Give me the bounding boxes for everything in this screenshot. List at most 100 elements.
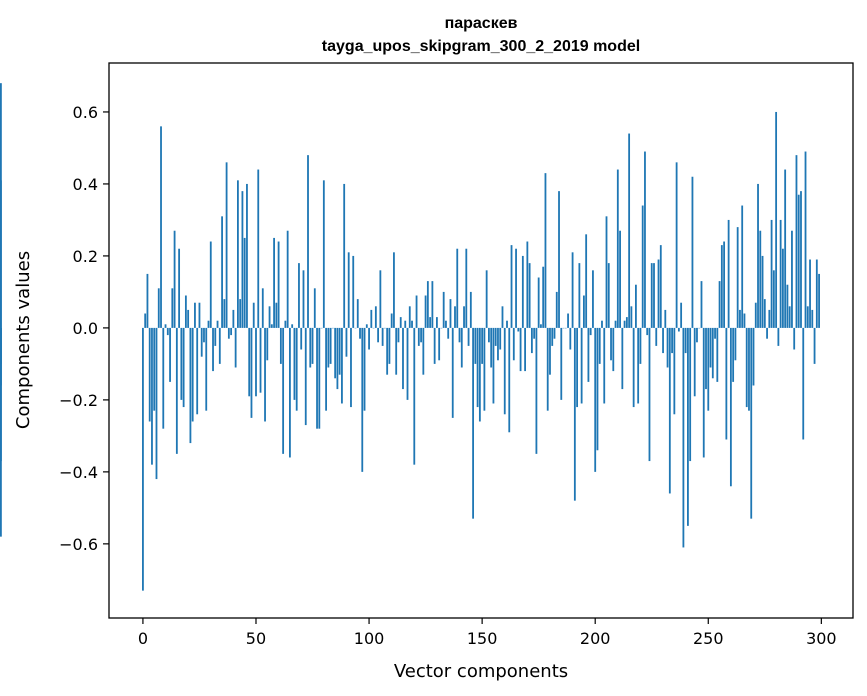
bar	[499, 327, 502, 350]
bar	[788, 306, 791, 328]
bar	[657, 259, 660, 328]
bar	[264, 327, 266, 422]
bar	[743, 313, 746, 328]
bar	[268, 306, 271, 328]
bar	[336, 327, 339, 390]
bar	[784, 169, 787, 328]
bar	[702, 327, 705, 458]
bar	[770, 219, 773, 328]
bar	[250, 327, 253, 418]
bar	[616, 169, 619, 328]
chart-subtitle: tayga_upos_skipgram_300_2_2019 model	[322, 38, 640, 55]
bar	[465, 248, 468, 328]
bar	[510, 245, 513, 328]
bar	[338, 327, 341, 375]
bar	[515, 248, 517, 328]
bar	[696, 327, 698, 343]
bar	[451, 327, 454, 418]
bar	[517, 327, 520, 332]
bar	[309, 327, 312, 368]
bar	[0, 327, 2, 462]
bar	[519, 327, 522, 372]
bar	[813, 327, 816, 364]
bar	[589, 327, 592, 336]
bar	[313, 288, 316, 328]
bar	[180, 327, 183, 400]
bar	[741, 205, 744, 328]
y-tick-label: −0.6	[59, 535, 98, 554]
x-axis-ticks: 0 50 100 150 200 250 300	[138, 618, 837, 648]
bar	[390, 313, 393, 328]
bar	[295, 327, 298, 411]
bar	[501, 306, 504, 328]
bar	[540, 324, 542, 328]
bar	[610, 327, 612, 361]
bar	[700, 281, 703, 328]
bar	[341, 327, 343, 404]
bar	[533, 327, 536, 339]
bar	[426, 281, 429, 328]
bar	[775, 111, 778, 328]
bar	[212, 327, 214, 372]
bar	[791, 230, 793, 328]
bar	[736, 227, 739, 328]
bar	[806, 306, 809, 328]
bar	[483, 327, 486, 411]
bar	[815, 259, 818, 328]
bar	[469, 291, 472, 328]
bar	[668, 327, 671, 494]
bar	[551, 327, 554, 346]
y-tick-label: 0.0	[73, 319, 98, 338]
y-tick-label: 0.2	[73, 247, 98, 266]
bar	[218, 327, 221, 364]
bar	[395, 327, 398, 375]
bar	[492, 327, 495, 404]
bar	[234, 327, 237, 368]
bar	[682, 327, 685, 548]
bar	[580, 327, 583, 404]
bar	[200, 327, 203, 357]
bar	[560, 327, 563, 400]
bar	[802, 327, 805, 440]
bar	[555, 291, 558, 328]
bar	[745, 327, 748, 408]
bar	[311, 327, 314, 364]
y-tick-label: 0.4	[73, 175, 98, 194]
bar	[424, 295, 427, 328]
bar	[169, 327, 171, 382]
bar	[166, 327, 169, 336]
bar	[752, 327, 755, 386]
bar	[553, 327, 556, 339]
bar	[506, 320, 508, 328]
bar	[720, 245, 723, 328]
bar	[304, 327, 307, 426]
bar	[729, 327, 732, 487]
bar	[818, 273, 820, 328]
bar	[619, 230, 621, 328]
bar	[173, 230, 176, 328]
bar	[361, 327, 364, 472]
bar	[596, 327, 599, 451]
bar	[601, 320, 603, 328]
bar	[144, 313, 147, 328]
y-tick-label: 0.6	[73, 103, 98, 122]
bar	[612, 327, 615, 372]
bar	[549, 327, 551, 375]
bar	[266, 327, 269, 361]
bar	[628, 133, 631, 328]
bar	[237, 180, 239, 328]
bar	[230, 327, 233, 336]
bar	[623, 320, 626, 328]
bar	[406, 327, 409, 400]
bar	[530, 327, 533, 354]
bar	[429, 317, 432, 328]
bar	[763, 299, 766, 328]
bar	[795, 155, 798, 328]
bar	[160, 126, 162, 328]
bar	[734, 327, 737, 361]
bar	[714, 327, 716, 339]
x-tick-label: 150	[467, 629, 498, 648]
bar	[650, 263, 653, 328]
bar	[542, 266, 545, 328]
bar	[666, 327, 669, 368]
